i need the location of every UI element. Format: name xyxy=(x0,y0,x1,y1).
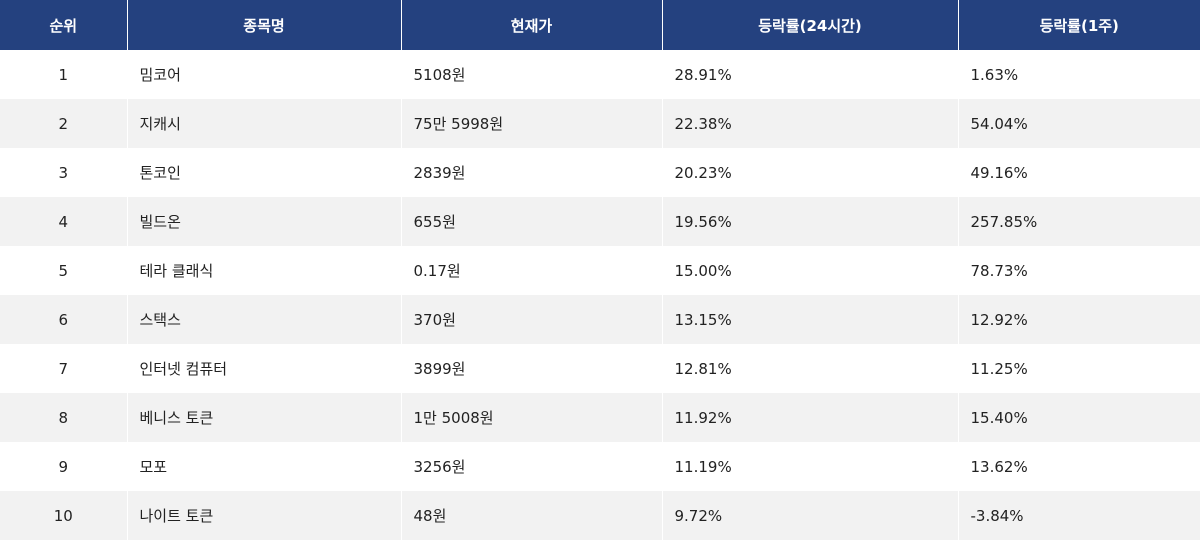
rank-cell: 1 xyxy=(0,50,127,99)
rank-cell: 5 xyxy=(0,246,127,295)
price-cell: 1만 5008원 xyxy=(400,393,662,442)
price-cell: 5108원 xyxy=(400,50,662,99)
change-24h-cell: 11.92% xyxy=(661,393,958,442)
change-24h-cell: 20.23% xyxy=(661,148,958,197)
table-row: 8 베니스 토큰 1만 5008원 11.92% 15.40% xyxy=(0,393,1200,442)
change-1w-cell: 11.25% xyxy=(957,344,1200,393)
coin-name-cell: 테라 클래식 xyxy=(126,246,401,295)
change-24h-cell: 9.72% xyxy=(661,491,958,540)
table-row: 1 밈코어 5108원 28.91% 1.63% xyxy=(0,50,1200,99)
column-header-name: 종목명 xyxy=(126,0,401,50)
column-header-change-1w: 등락률(1주) xyxy=(957,0,1200,50)
change-24h-cell: 12.81% xyxy=(661,344,958,393)
rank-cell: 8 xyxy=(0,393,127,442)
price-cell: 655원 xyxy=(400,197,662,246)
header-row: 순위 종목명 현재가 등락률(24시간) 등락률(1주) xyxy=(0,0,1200,50)
change-1w-cell: 49.16% xyxy=(957,148,1200,197)
change-1w-cell: 54.04% xyxy=(957,99,1200,148)
change-24h-cell: 22.38% xyxy=(661,99,958,148)
change-24h-cell: 15.00% xyxy=(661,246,958,295)
price-cell: 3899원 xyxy=(400,344,662,393)
rank-cell: 10 xyxy=(0,491,127,540)
column-header-rank: 순위 xyxy=(0,0,127,50)
rank-cell: 9 xyxy=(0,442,127,491)
rank-cell: 2 xyxy=(0,99,127,148)
column-header-price: 현재가 xyxy=(400,0,662,50)
coin-name-cell: 빌드온 xyxy=(126,197,401,246)
coin-name-cell: 베니스 토큰 xyxy=(126,393,401,442)
price-cell: 370원 xyxy=(400,295,662,344)
change-1w-cell: 13.62% xyxy=(957,442,1200,491)
change-24h-cell: 11.19% xyxy=(661,442,958,491)
table-row: 3 톤코인 2839원 20.23% 49.16% xyxy=(0,148,1200,197)
table-row: 10 나이트 토큰 48원 9.72% -3.84% xyxy=(0,491,1200,540)
price-cell: 75만 5998원 xyxy=(400,99,662,148)
change-1w-cell: -3.84% xyxy=(957,491,1200,540)
coin-name-cell: 톤코인 xyxy=(126,148,401,197)
price-cell: 48원 xyxy=(400,491,662,540)
table-row: 2 지캐시 75만 5998원 22.38% 54.04% xyxy=(0,99,1200,148)
price-cell: 2839원 xyxy=(400,148,662,197)
table-body: 1 밈코어 5108원 28.91% 1.63% 2 지캐시 75만 5998원 22.38% 5… xyxy=(0,50,1200,540)
change-1w-cell: 1.63% xyxy=(957,50,1200,99)
coin-name-cell: 스택스 xyxy=(126,295,401,344)
price-cell: 3256원 xyxy=(400,442,662,491)
change-1w-cell: 78.73% xyxy=(957,246,1200,295)
coin-name-cell: 모포 xyxy=(126,442,401,491)
rank-cell: 4 xyxy=(0,197,127,246)
change-24h-cell: 28.91% xyxy=(661,50,958,99)
table-row: 6 스택스 370원 13.15% 12.92% xyxy=(0,295,1200,344)
change-24h-cell: 13.15% xyxy=(661,295,958,344)
coin-name-cell: 지캐시 xyxy=(126,99,401,148)
change-1w-cell: 257.85% xyxy=(957,197,1200,246)
price-cell: 0.17원 xyxy=(400,246,662,295)
rank-cell: 7 xyxy=(0,344,127,393)
table-header: 순위 종목명 현재가 등락률(24시간) 등락률(1주) xyxy=(0,0,1200,50)
coin-name-cell: 인터넷 컴퓨터 xyxy=(126,344,401,393)
table-row: 4 빌드온 655원 19.56% 257.85% xyxy=(0,197,1200,246)
coin-name-cell: 밈코어 xyxy=(126,50,401,99)
column-header-change-24h: 등락률(24시간) xyxy=(661,0,958,50)
change-24h-cell: 19.56% xyxy=(661,197,958,246)
coin-name-cell: 나이트 토큰 xyxy=(126,491,401,540)
change-1w-cell: 15.40% xyxy=(957,393,1200,442)
table-row: 5 테라 클래식 0.17원 15.00% 78.73% xyxy=(0,246,1200,295)
table-row: 7 인터넷 컴퓨터 3899원 12.81% 11.25% xyxy=(0,344,1200,393)
rank-cell: 3 xyxy=(0,148,127,197)
change-1w-cell: 12.92% xyxy=(957,295,1200,344)
rank-cell: 6 xyxy=(0,295,127,344)
table-row: 9 모포 3256원 11.19% 13.62% xyxy=(0,442,1200,491)
